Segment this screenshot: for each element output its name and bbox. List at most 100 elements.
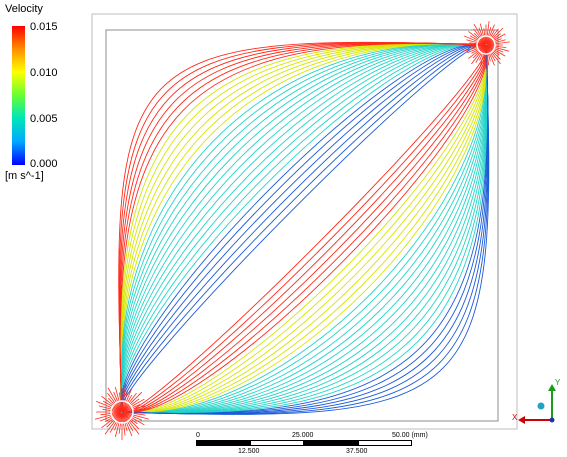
- radial-streamline: [471, 45, 486, 65]
- scale-label-12-5: 12.500: [238, 448, 260, 455]
- streamline-lower: [121, 44, 488, 414]
- z-axis-dot: [537, 402, 545, 410]
- streamline-upper: [119, 42, 487, 413]
- radial-streamline: [95, 400, 122, 412]
- radial-streamline: [122, 412, 140, 430]
- velocity-colorbar: [12, 26, 25, 165]
- radial-streamline: [463, 35, 486, 45]
- radial-streamline: [486, 41, 510, 46]
- streamline-lower: [121, 44, 488, 414]
- streamline-lower: [121, 44, 488, 414]
- radial-streamline: [107, 387, 122, 412]
- streamline-lower: [121, 44, 488, 414]
- radial-streamline: [485, 26, 492, 45]
- radial-streamline: [469, 35, 486, 45]
- streamline-lower: [121, 44, 488, 414]
- radial-streamline: [486, 45, 501, 65]
- radial-streamline: [483, 45, 487, 64]
- streamline-upper: [120, 43, 487, 413]
- radial-streamline: [475, 45, 486, 63]
- radial-streamline: [479, 45, 487, 67]
- streamline-upper: [119, 42, 487, 413]
- streamline-upper: [120, 43, 487, 413]
- radial-streamline: [485, 21, 490, 45]
- scale-label-50: 50.00 (mm): [392, 432, 428, 439]
- streamline-lower: [121, 44, 488, 414]
- inlet-marker: [476, 35, 496, 55]
- radial-streamline: [122, 405, 146, 413]
- streamline-lower: [121, 44, 489, 414]
- outer-frame: [91, 13, 518, 430]
- streamline-upper: [120, 43, 487, 413]
- radial-streamline: [466, 39, 486, 46]
- radial-streamline: [486, 39, 506, 46]
- streamline-lower: [121, 44, 488, 414]
- radial-streamline: [99, 412, 122, 422]
- streamline-upper: [119, 42, 487, 413]
- streamline-upper: [120, 43, 487, 413]
- radial-streamline: [122, 391, 143, 412]
- streamline-upper: [120, 43, 487, 413]
- radial-streamline: [486, 44, 507, 49]
- radial-streamline: [94, 411, 122, 420]
- radial-streamline: [122, 392, 137, 412]
- streamline-upper: [120, 43, 487, 413]
- radial-streamline: [486, 45, 501, 60]
- radial-streamline: [122, 412, 140, 435]
- streamline-lower: [121, 44, 488, 414]
- streamline-upper: [120, 43, 487, 413]
- radial-streamline: [486, 45, 506, 57]
- radial-streamline: [486, 44, 510, 52]
- radial-streamline: [479, 23, 487, 45]
- axis-triad: X Y: [512, 378, 562, 433]
- radial-streamline: [114, 412, 123, 438]
- streamline-lower: [121, 44, 488, 414]
- streamline-upper: [120, 43, 487, 413]
- streamline-lower: [121, 44, 488, 414]
- radial-streamline: [486, 27, 504, 45]
- streamline-upper: [120, 43, 487, 413]
- axis-origin: [549, 417, 555, 423]
- x-axis-arrowhead: [518, 416, 525, 424]
- streamline-upper: [120, 43, 487, 413]
- radial-streamline: [98, 405, 122, 413]
- radial-streamline: [467, 44, 486, 48]
- radial-streamline: [104, 412, 122, 435]
- radial-streamline: [486, 45, 504, 53]
- radial-streamline: [486, 45, 496, 62]
- radial-streamline: [466, 45, 486, 54]
- streamline-lower: [121, 44, 489, 415]
- streamline-lower: [121, 44, 489, 414]
- radial-streamline: [468, 31, 486, 45]
- streamline-lower: [121, 44, 488, 414]
- domain-boundary: [105, 29, 499, 422]
- scale-label-25: 25.000: [292, 432, 314, 439]
- streamline-upper: [120, 43, 487, 413]
- radial-streamline: [107, 392, 122, 412]
- streamline-upper: [120, 43, 487, 413]
- scale-segment-2: [250, 440, 304, 446]
- scale-segment-4: [358, 440, 412, 446]
- scale-label-0: 0: [196, 432, 200, 439]
- legend-title: Velocity: [5, 3, 43, 15]
- streamline-lower: [121, 44, 488, 414]
- radial-streamline: [122, 387, 133, 412]
- radial-streamline: [473, 24, 486, 45]
- streamline-upper: [119, 43, 487, 413]
- streamline-upper: [120, 43, 487, 413]
- radial-streamline: [462, 44, 486, 52]
- scale-label-37-5: 37.500: [346, 448, 368, 455]
- streamline-lower: [121, 44, 488, 414]
- radial-streamline: [478, 27, 486, 45]
- streamline-upper: [120, 43, 487, 413]
- radial-streamline: [486, 33, 501, 45]
- streamline-upper: [120, 43, 487, 413]
- streamline-lower: [121, 44, 488, 414]
- y-axis-label: Y: [555, 378, 561, 387]
- radial-streamline: [114, 386, 123, 412]
- streamline-lower: [121, 44, 488, 414]
- legend-tick-min: 0.000: [30, 158, 58, 170]
- streamline-upper: [119, 42, 487, 413]
- streamline-lower: [121, 44, 488, 414]
